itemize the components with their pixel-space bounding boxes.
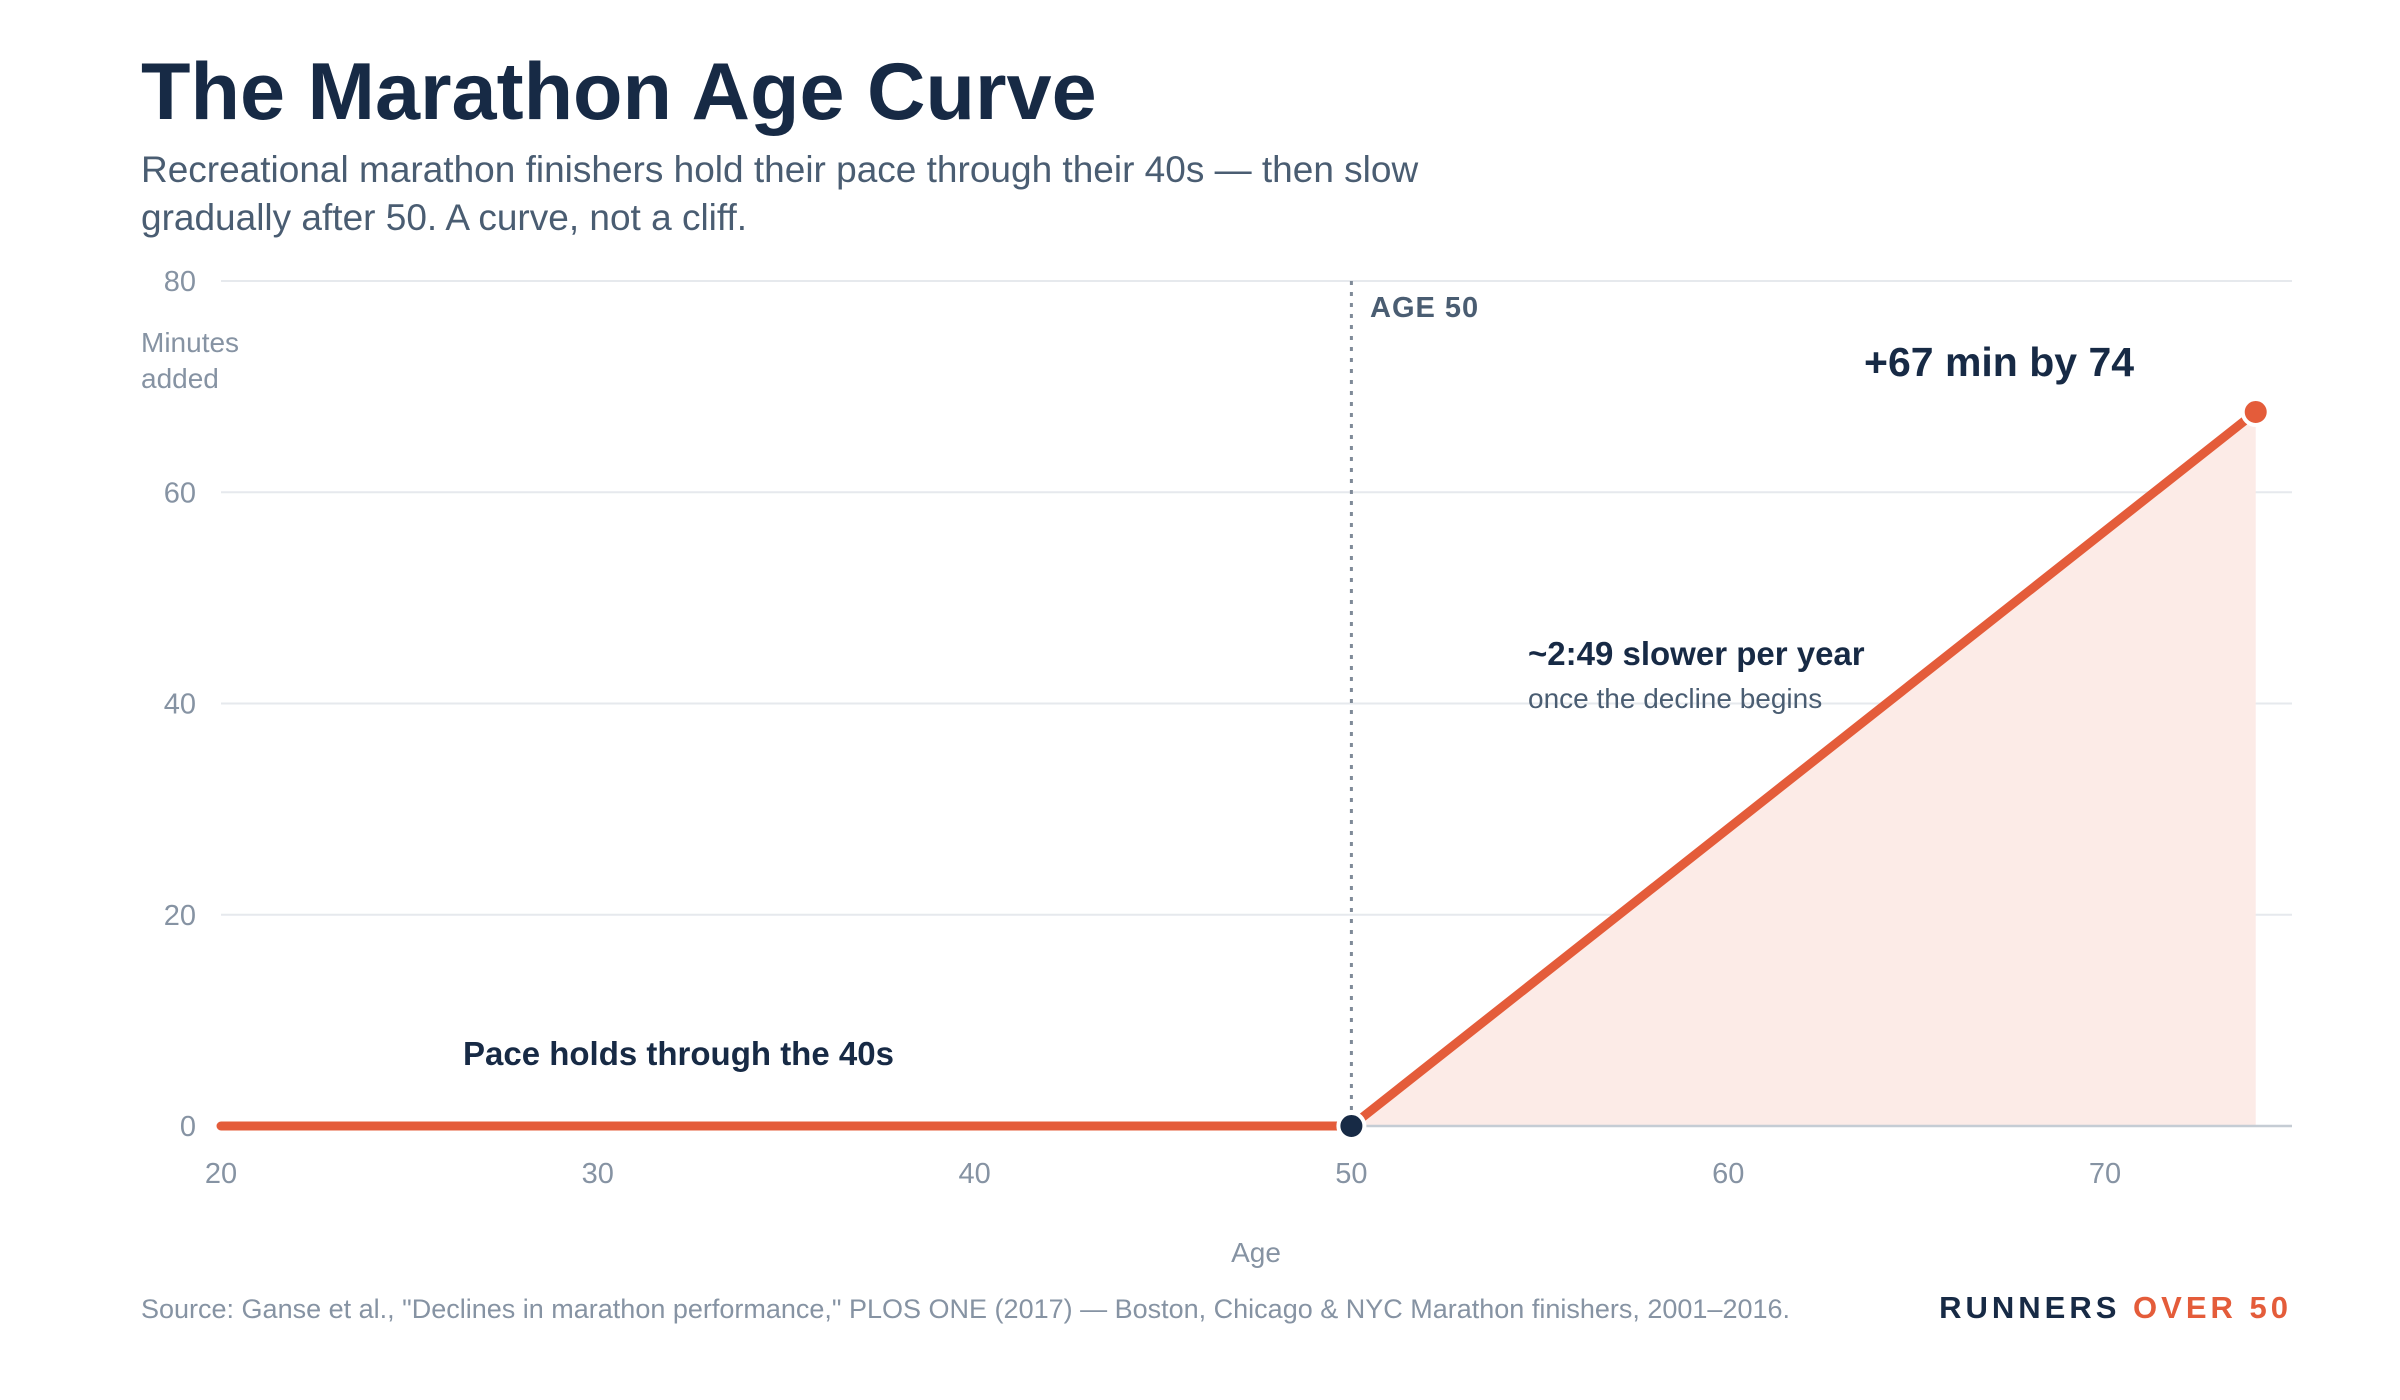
chart-subtitle: Recreational marathon finishers hold the… [141, 149, 1419, 238]
y-axis-label-line2: added [141, 363, 219, 394]
rate-annotation-subtitle: once the decline begins [1528, 683, 1822, 714]
reference-line-label: AGE 50 [1370, 292, 1479, 324]
y-tick-label-0: 0 [180, 1111, 196, 1143]
endpoint-annotation: +67 min by 74 [1864, 339, 2134, 385]
decline-start-point [1336, 1111, 1367, 1141]
y-tick-label-80: 80 [164, 266, 196, 298]
y-tick-label-20: 20 [164, 900, 196, 932]
plateau-annotation: Pace holds through the 40s [463, 1035, 894, 1072]
x-tick-label-20: 20 [205, 1158, 237, 1190]
y-axis-label-line1: Minutes [141, 327, 239, 358]
y-tick-label-40: 40 [164, 689, 196, 721]
x-tick-label-50: 50 [1335, 1158, 1367, 1190]
source-note: Source: Ganse et al., "Declines in marat… [141, 1294, 1791, 1324]
x-tick-label-70: 70 [2089, 1158, 2121, 1190]
y-tick-label-60: 60 [164, 477, 196, 509]
x-tick-label-40: 40 [958, 1158, 990, 1190]
chart-title: The Marathon Age Curve [141, 47, 1097, 137]
rate-annotation-title: ~2:49 slower per year [1528, 635, 1865, 672]
marker-layer [1336, 396, 2271, 1141]
endpoint-point [2240, 396, 2271, 427]
brand-word-over-50: OVER 50 [2133, 1290, 2292, 1325]
brand-logo: RUNNERS OVER 50 [1939, 1290, 2292, 1326]
x-tick-label-60: 60 [1712, 1158, 1744, 1190]
x-tick-label-30: 30 [582, 1158, 614, 1190]
x-axis-label: Age [1231, 1237, 1281, 1268]
brand-word-runners: RUNNERS [1939, 1290, 2121, 1325]
